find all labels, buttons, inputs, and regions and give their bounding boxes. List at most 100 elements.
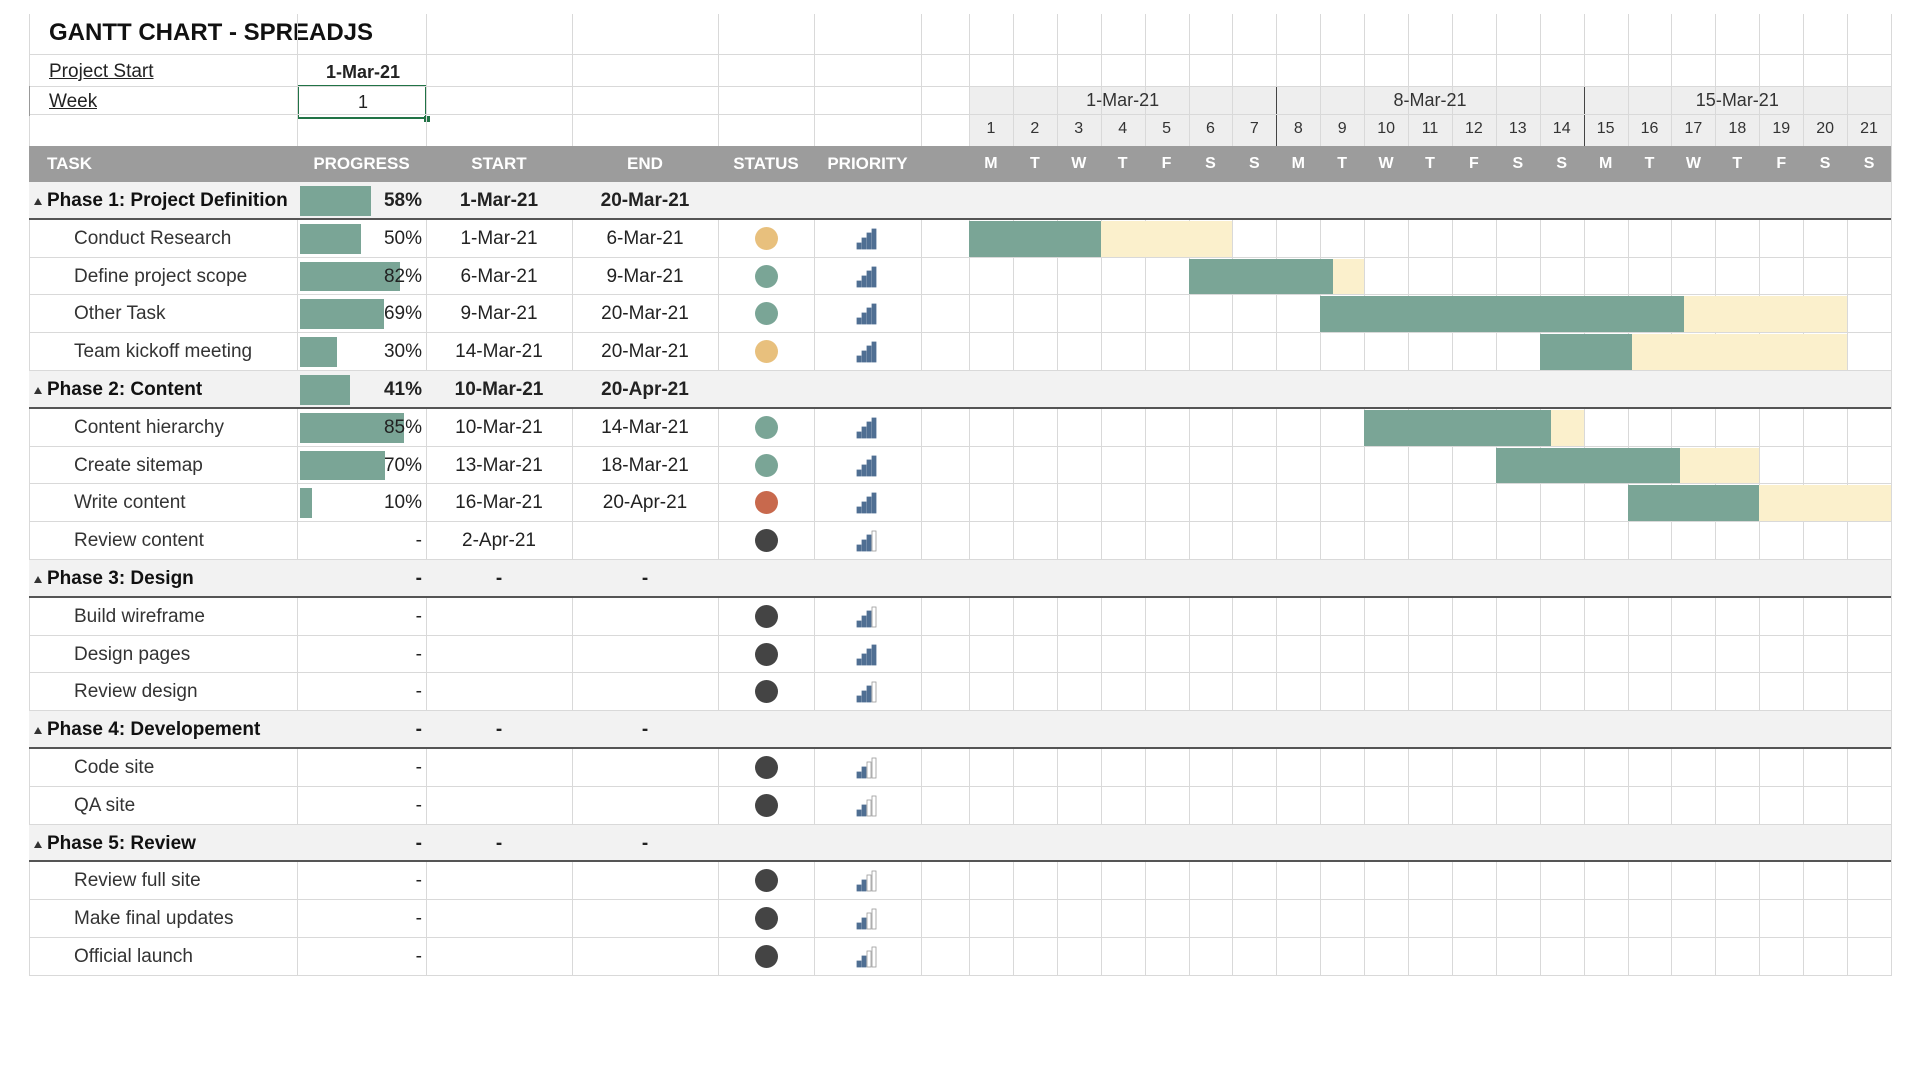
task-name[interactable]: Build wireframe [74,605,205,627]
priority-bar [861,539,867,552]
task-name[interactable]: Review content [74,530,204,552]
task-name[interactable]: Design pages [74,643,191,665]
priority-bar [871,417,877,439]
grid-vline [1408,14,1409,976]
task-name[interactable]: Other Task [74,303,166,325]
week-separator [1276,86,1277,146]
progress-value: - [415,832,422,854]
end-date: 18-Mar-21 [601,454,689,476]
day-number: 8 [1293,120,1303,137]
day-number: 5 [1162,120,1171,137]
week-label[interactable]: Week [49,91,98,112]
priority-bar [866,950,872,968]
task-name[interactable]: Conduct Research [74,227,232,249]
priority-bar [866,345,872,363]
day-number: 10 [1377,120,1395,137]
grid-vline [1101,14,1102,976]
priority-bar [856,884,862,892]
status-indicator-icon [755,226,778,250]
progress-value: 30% [383,341,422,363]
task-name[interactable]: Code site [74,757,155,778]
task-name[interactable]: Make final updates [74,908,234,930]
phase-name[interactable]: Phase 2: Content [47,379,203,400]
priority-bar [861,615,867,628]
priority-bar [861,350,867,363]
priority-bar [861,653,867,665]
status-indicator-icon [755,415,778,439]
progress-value: 70% [383,454,422,476]
day-number: 6 [1206,120,1215,137]
phase-name[interactable]: Phase 3: Design [47,568,194,589]
gantt-progress-bar[interactable] [1495,447,1681,484]
priority-bar [866,232,872,250]
grid-hline [29,483,1891,484]
collapse-toggle-icon[interactable] [34,387,42,394]
end-date [572,598,718,636]
gantt-progress-bar[interactable] [1627,485,1760,522]
priority-signal-icon [856,228,877,250]
priority-bar [861,917,867,930]
progress-bar-fill [300,223,361,254]
task-name[interactable]: Review full site [74,870,201,892]
priority-bar [871,644,877,665]
phase-name[interactable]: Phase 4: Developement [47,719,261,741]
collapse-toggle-icon[interactable] [34,198,42,205]
progress-bar-fill [300,450,385,481]
gantt-progress-bar[interactable] [969,220,1101,257]
project-start-label[interactable]: Project Start [49,61,154,82]
priority-bar [871,908,877,930]
task-name[interactable]: Content hierarchy [74,416,224,438]
start-date: 9-Mar-21 [460,303,538,325]
fill-handle[interactable] [424,116,430,122]
status-indicator-icon [755,604,778,628]
collapse-toggle-icon[interactable] [34,576,42,583]
week-input-value: 1 [357,92,368,112]
progress-value: - [415,946,422,967]
day-letter: M [984,155,998,172]
end-date: 14-Mar-21 [601,416,689,438]
progress-value: - [415,719,422,741]
gantt-progress-bar[interactable] [1188,258,1333,295]
start-date: 10-Mar-21 [454,379,544,400]
priority-bar [861,464,867,476]
end-date: 20-Mar-21 [600,190,690,211]
week-header-3: 15-Mar-21 [1695,90,1779,110]
grid-vline [1276,14,1277,976]
collapse-toggle-icon[interactable] [34,840,42,848]
progress-value: - [415,530,422,552]
phase-name[interactable]: Phase 1: Project Definition [47,190,288,211]
day-letter: S [1249,155,1260,172]
priority-signal-icon [856,455,877,476]
task-name[interactable]: Define project scope [74,265,248,287]
progress-value: 69% [383,303,422,325]
status-indicator-icon [755,907,778,931]
day-number: 21 [1860,120,1878,137]
task-name[interactable]: QA site [74,794,136,816]
priority-signal-icon [856,530,877,552]
task-name[interactable]: Team kickoff meeting [74,341,253,363]
priority-bar [856,620,862,628]
grid-hline [29,672,1891,673]
grid-vline [814,14,815,976]
task-name[interactable]: Write content [74,492,186,514]
priority-bar [861,804,867,817]
task-name[interactable]: Review design [74,681,198,703]
grid-hline [29,975,1891,976]
gantt-progress-bar[interactable] [1364,409,1551,446]
progress-value: - [415,757,422,778]
gantt-progress-bar[interactable] [1539,334,1632,370]
start-date [426,636,572,674]
gantt-progress-bar[interactable] [1320,296,1684,333]
collapse-toggle-icon[interactable] [34,727,42,735]
column-header-progress: PROGRESS [313,154,410,173]
task-name[interactable]: Official launch [74,946,193,967]
column-header-start: START [471,154,527,173]
priority-bar [866,874,872,892]
phase-name[interactable]: Phase 5: Review [47,832,196,854]
project-start-value[interactable]: 1-Mar-21 [325,62,401,82]
status-indicator-icon [755,264,778,288]
priority-signal-icon [856,606,877,628]
priority-signal-icon [856,644,877,665]
task-name[interactable]: Create sitemap [74,454,203,476]
day-letter: M [1598,155,1613,172]
